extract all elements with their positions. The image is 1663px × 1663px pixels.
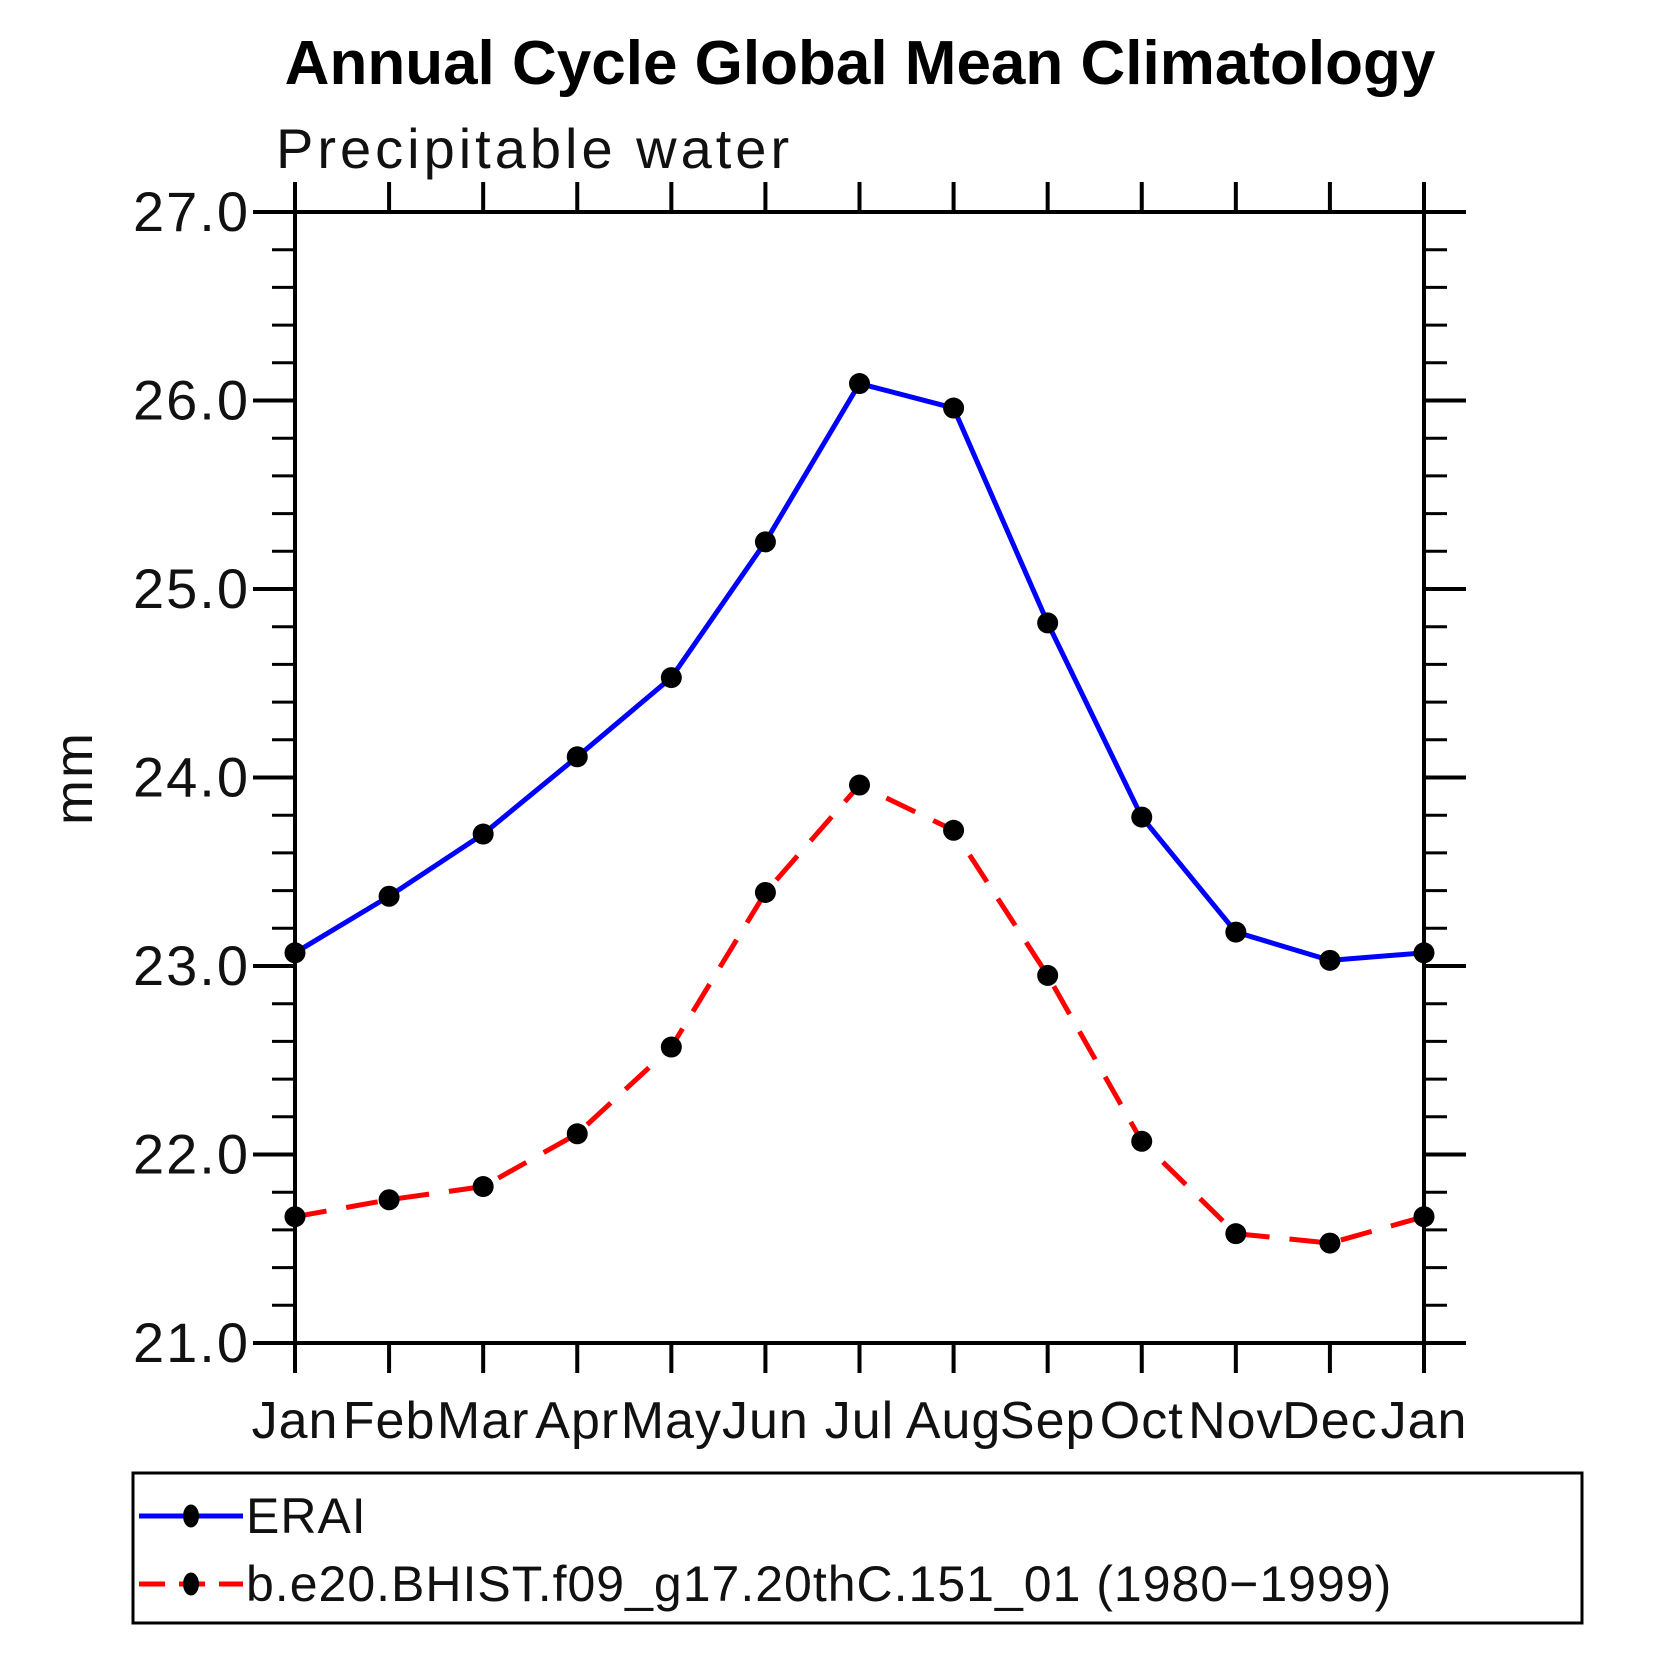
x-tick-label: Oct — [1100, 1392, 1184, 1450]
legend-label-model: b.e20.BHIST.f09_g17.20thC.151_01 (1980−1… — [246, 1556, 1392, 1612]
legend-marker-1 — [183, 1572, 199, 1596]
data-point — [1319, 1232, 1341, 1254]
data-point — [943, 397, 965, 419]
legend-box — [131, 1471, 1584, 1625]
x-tick-label: May — [621, 1392, 722, 1450]
data-point — [754, 531, 776, 553]
data-point — [1037, 964, 1059, 986]
x-tick-label: Jan — [252, 1392, 339, 1450]
data-point — [284, 942, 306, 964]
x-tick-label: Mar — [437, 1392, 530, 1450]
y-tick-label: 25.0 — [133, 557, 250, 620]
data-point — [1225, 1223, 1247, 1245]
data-point — [754, 881, 776, 903]
x-tick-label: Feb — [343, 1392, 436, 1450]
x-tick-label: Jan — [1381, 1392, 1468, 1450]
data-point — [849, 373, 870, 395]
data-point — [1131, 1130, 1153, 1152]
legend-marker-0 — [183, 1504, 199, 1528]
y-axis-label: mm — [44, 731, 104, 825]
page-title: Annual Cycle Global Mean Climatology — [285, 29, 1436, 98]
data-point — [284, 1206, 306, 1228]
data-point — [1319, 949, 1341, 971]
data-point — [1413, 1206, 1435, 1228]
chart-subtitle: Precipitable water — [276, 117, 793, 180]
data-point — [1037, 612, 1059, 634]
series-line-1 — [294, 782, 1425, 1246]
data-point — [472, 823, 494, 845]
x-tick-label: Sep — [1000, 1392, 1096, 1450]
data-point — [378, 885, 400, 907]
data-point — [660, 667, 682, 689]
x-tick-label: Nov — [1188, 1392, 1283, 1450]
y-tick-label: 27.0 — [133, 180, 250, 243]
data-point — [1225, 921, 1247, 943]
data-point — [1131, 806, 1153, 828]
data-point — [1413, 942, 1435, 964]
y-tick-label: 23.0 — [133, 934, 250, 997]
legend: ERAI b.e20.BHIST.f09_g17.20thC.151_01 (1… — [131, 1471, 1584, 1625]
series-lines — [284, 373, 1435, 1254]
y-tick-label: 24.0 — [133, 746, 250, 809]
legend-label-erai: ERAI — [246, 1488, 367, 1544]
y-tick-label: 21.0 — [133, 1311, 250, 1374]
data-point — [472, 1176, 494, 1198]
data-point — [849, 774, 870, 796]
data-point — [378, 1189, 400, 1211]
y-tick-label: 22.0 — [133, 1123, 250, 1186]
x-tick-label: Jun — [722, 1392, 809, 1450]
x-tick-label: Aug — [906, 1392, 1002, 1450]
data-point — [566, 746, 588, 768]
x-tick-label: Dec — [1282, 1392, 1377, 1450]
data-point — [660, 1036, 682, 1058]
x-tick-label: Apr — [535, 1392, 619, 1450]
y-tick-label: 26.0 — [133, 369, 250, 432]
x-tick-label: Jul — [825, 1392, 894, 1450]
data-point — [943, 819, 965, 841]
data-point — [566, 1123, 588, 1145]
series-line-0 — [293, 381, 1425, 963]
legend-swatches — [139, 1504, 243, 1596]
